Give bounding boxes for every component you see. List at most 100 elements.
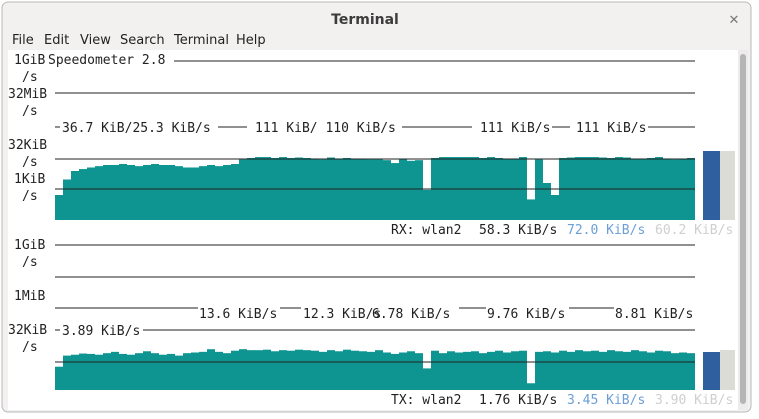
history-bar xyxy=(335,351,343,390)
rate-label: 111 KiB/s xyxy=(576,121,646,136)
history-bar xyxy=(167,353,175,390)
menu-item[interactable]: File xyxy=(12,33,34,48)
history-bar xyxy=(647,352,655,390)
history-bar xyxy=(95,166,103,220)
menu-item[interactable]: Search xyxy=(120,33,165,48)
history-bar xyxy=(503,352,511,390)
history-bar xyxy=(535,351,543,390)
history-bar xyxy=(239,159,247,220)
history-bar xyxy=(263,349,271,390)
history-bar xyxy=(119,163,127,220)
history-bar xyxy=(159,354,167,390)
history-bar xyxy=(511,351,519,390)
history-bar xyxy=(111,351,119,390)
status-label: RX: wlan2 xyxy=(391,223,461,238)
history-bar xyxy=(303,350,311,390)
history-bar xyxy=(63,355,71,390)
history-bar xyxy=(663,351,671,390)
history-bar xyxy=(87,167,95,220)
history-bar xyxy=(519,350,527,390)
history-bar xyxy=(247,350,255,390)
history-bar xyxy=(567,351,575,390)
axis-label: 1GiB xyxy=(14,53,45,68)
rate-label: 9.76 KiB/s xyxy=(487,307,565,322)
history-bar xyxy=(151,353,159,390)
history-bar xyxy=(327,350,335,390)
history-bar xyxy=(95,354,103,390)
history-bar xyxy=(143,165,151,220)
rate-label: 8.81 KiB/s xyxy=(615,307,693,322)
history-bar xyxy=(607,350,615,390)
history-bar xyxy=(103,353,111,390)
history-bar xyxy=(527,383,535,390)
history-bar xyxy=(255,350,263,390)
peak-bar xyxy=(720,151,735,220)
history-bar xyxy=(167,165,175,220)
history-bar xyxy=(615,351,623,390)
terminal-area xyxy=(8,50,738,410)
menu-item[interactable]: View xyxy=(80,33,111,48)
history-bar xyxy=(175,166,183,220)
history-bar xyxy=(439,353,447,390)
history-bar xyxy=(351,350,359,390)
history-bar xyxy=(215,166,223,220)
history-bar xyxy=(239,349,247,390)
history-bar xyxy=(231,350,239,390)
menu-item[interactable]: Terminal xyxy=(173,33,229,48)
history-bar xyxy=(71,171,79,220)
axis-label: 1MiB xyxy=(14,289,45,304)
history-bar xyxy=(391,353,399,390)
axis-label: /s xyxy=(22,340,38,355)
history-bar xyxy=(407,160,415,220)
history-bar xyxy=(375,350,383,390)
history-bar xyxy=(223,353,231,390)
history-bar xyxy=(679,352,687,390)
axis-label: /s xyxy=(22,104,38,119)
rate-label: 111 KiB/s xyxy=(480,121,550,136)
history-bar xyxy=(535,159,543,220)
history-bar xyxy=(543,183,551,220)
close-button[interactable]: ✕ xyxy=(729,13,740,28)
history-bar xyxy=(279,350,287,390)
history-bar xyxy=(631,350,639,390)
history-bar xyxy=(199,166,207,220)
axis-label: /s xyxy=(22,70,38,85)
history-bar xyxy=(415,353,423,390)
axis-label: /s xyxy=(22,189,38,204)
history-bar xyxy=(319,159,327,220)
axis-label: 32MiB xyxy=(8,87,47,102)
history-bar xyxy=(183,167,191,220)
history-bar xyxy=(55,195,63,220)
history-bar xyxy=(79,353,87,390)
history-bar xyxy=(551,352,559,390)
history-bar xyxy=(383,352,391,390)
app-title: Speedometer 2.8 xyxy=(48,53,165,68)
scrollbar-thumb[interactable] xyxy=(740,54,746,404)
history-bar xyxy=(71,354,79,390)
history-bar xyxy=(495,350,503,390)
history-bar xyxy=(295,349,303,390)
rate-label: 36.7 KiB/25.3 KiB/s xyxy=(62,121,211,136)
history-bar xyxy=(623,351,631,390)
history-bar xyxy=(127,165,135,220)
history-bar xyxy=(287,350,295,390)
axis-label: 1KiB xyxy=(14,172,45,187)
history-bar xyxy=(343,349,351,390)
menu-item[interactable]: Edit xyxy=(44,33,69,48)
history-bar xyxy=(111,165,119,220)
history-bar xyxy=(471,351,479,390)
rate-label: 12.3 KiB/s xyxy=(303,307,381,322)
current-bar xyxy=(703,151,720,220)
history-bar xyxy=(151,163,159,220)
rate-label: 3.89 KiB/s xyxy=(62,324,140,339)
current-rate: 1.76 KiB/s xyxy=(479,393,557,408)
history-bar xyxy=(143,351,151,390)
history-bar xyxy=(407,351,415,390)
history-bar xyxy=(191,167,199,220)
history-bar xyxy=(319,351,327,390)
history-bar xyxy=(455,352,463,390)
axis-label: /s xyxy=(22,155,38,170)
menu-item[interactable]: Help xyxy=(236,33,266,48)
status-label: TX: wlan2 xyxy=(391,393,461,408)
